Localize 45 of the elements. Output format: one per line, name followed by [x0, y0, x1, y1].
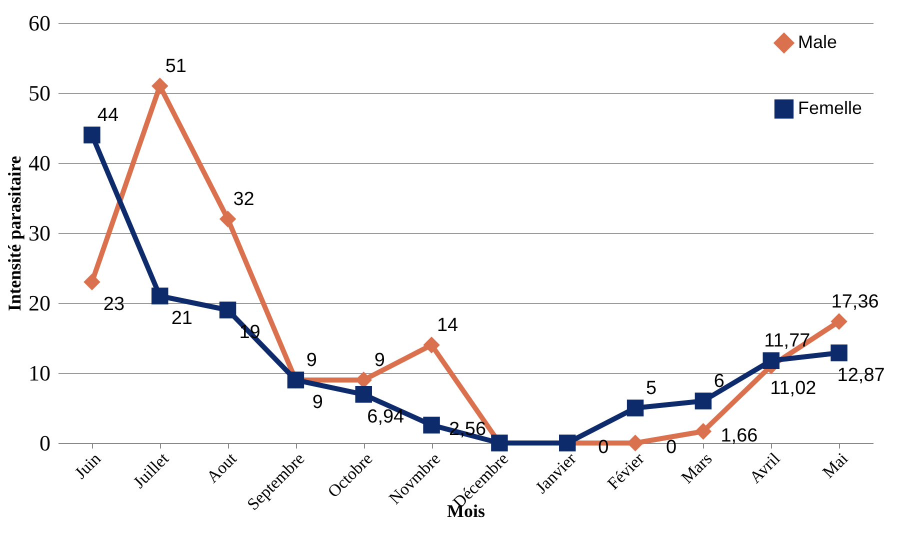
- point: [694, 392, 712, 410]
- legend-label: Male: [798, 32, 838, 52]
- data-label: 1,66: [720, 425, 758, 446]
- x-tick-label: Juin: [71, 448, 105, 483]
- data-label: 12,87: [837, 364, 885, 386]
- data-label: 0: [666, 437, 677, 458]
- y-tick-label: 40: [28, 150, 50, 176]
- data-label: 51: [165, 56, 186, 77]
- y-tick-label: 10: [28, 360, 50, 386]
- data-label: 32: [233, 189, 254, 210]
- point: [152, 288, 168, 304]
- data-label: 21: [171, 308, 192, 329]
- x-tick-label: Mai: [818, 448, 852, 482]
- data-label: 14: [436, 315, 459, 336]
- point: [626, 400, 644, 416]
- point: [694, 423, 712, 440]
- point: [830, 344, 848, 362]
- data-label: 6,94: [367, 406, 405, 428]
- data-label: 23: [103, 294, 125, 315]
- legend-label: Femelle: [798, 98, 862, 118]
- point: [219, 302, 236, 318]
- point: [84, 126, 100, 144]
- y-tick-label: 60: [28, 10, 50, 36]
- point: [152, 78, 168, 94]
- data-label: 9: [312, 392, 323, 413]
- y-tick-label: 20: [28, 290, 50, 316]
- data-label: 5: [646, 378, 657, 399]
- data-label: 11,02: [770, 378, 816, 399]
- data-label: 9: [374, 350, 385, 371]
- point: [762, 352, 780, 369]
- point: [830, 313, 848, 330]
- y-tick-label: 30: [28, 220, 50, 246]
- y-tick-label: 0: [40, 430, 50, 456]
- point: [355, 386, 372, 403]
- data-label: 6: [714, 371, 724, 392]
- y-tick-label: 50: [28, 80, 50, 106]
- point: [423, 336, 440, 354]
- data-label: 17,36: [831, 291, 879, 312]
- point: [423, 416, 440, 434]
- data-label: 44: [97, 105, 119, 126]
- point: [84, 274, 100, 290]
- data-label: 9: [306, 350, 317, 371]
- y-axis-title: Intensité parasitaire: [4, 156, 24, 312]
- point: [219, 210, 236, 228]
- data-label: 11,77: [764, 330, 810, 352]
